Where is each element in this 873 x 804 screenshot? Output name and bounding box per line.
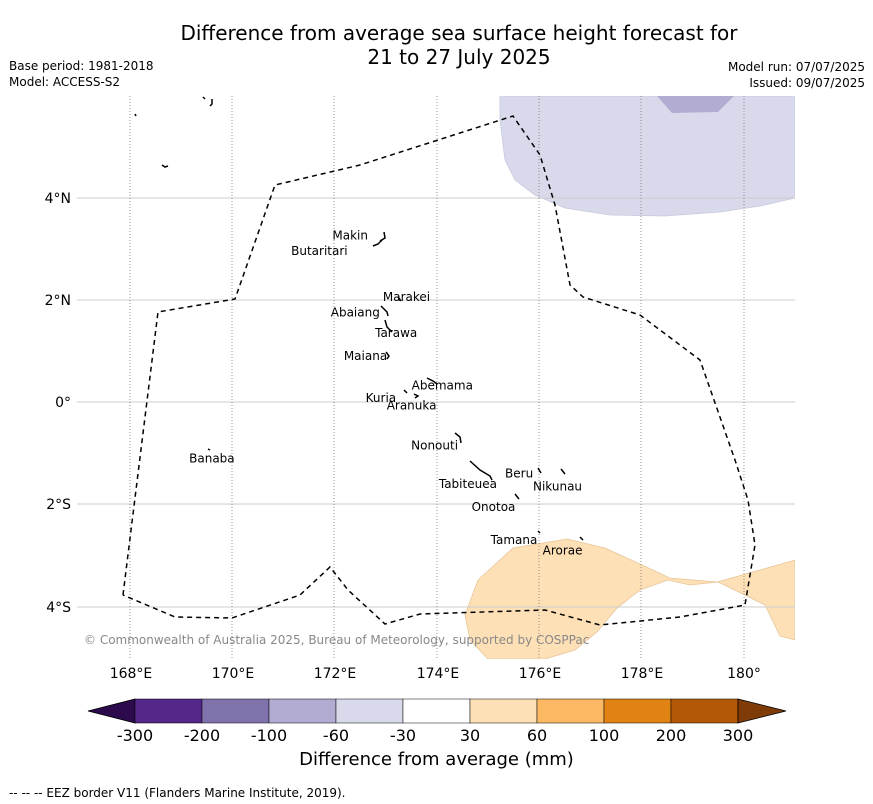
island-nw-c [134,113,137,117]
place-label-makin: Makin [332,229,368,243]
eez-border-gilbert [122,115,756,626]
map-title: Difference from average sea surface heig… [0,21,873,69]
colorbar-bin [603,698,672,724]
colorbar-bin [670,698,739,724]
title-line-2: 21 to 27 July 2025 [367,45,551,69]
island-nonouti [454,432,462,444]
colorbar-tick-label: -300 [117,726,153,745]
colorbar-tick-label: 200 [656,726,687,745]
colorbar-bin [201,698,270,724]
colorbar: -300 -200 -100 -60 -30 30 60 100 200 300 [87,698,787,745]
issued-date: Issued: 09/07/2025 [749,76,865,90]
lon-tick-label: 174°E [417,666,460,682]
lat-tick-label: 4°S [46,600,71,616]
lat-tick-label: 2°N [45,293,71,309]
colorbar-bin [134,698,203,724]
lon-tick-label: 172°E [314,666,357,682]
place-label-maiana: Maiana [344,349,387,363]
negative-anomaly-region [499,96,795,217]
place-label-tarawa: Tarawa [374,326,417,340]
island-tabiteuea [469,460,493,481]
base-period: Base period: 1981-2018 [9,59,154,73]
model-info: Base period: 1981-2018 Model: ACCESS-S2 [9,58,154,90]
place-label-tamana: Tamana [490,533,538,547]
colorbar-tick-label: 300 [723,726,754,745]
place-label-aranuka: Aranuka [387,399,437,413]
colorbar-bin [536,698,605,724]
island-nw-a [202,96,206,100]
place-label-kuria: Kuria [366,391,397,405]
island-arorae [579,536,584,541]
longitude-tick-labels: 168°E 170°E 172°E 174°E 176°E 178°E 180° [110,666,761,682]
positive-anomaly-region [464,538,795,659]
colorbar-bin [335,698,404,724]
place-label-arorae: Arorae [543,544,583,558]
colorbar-label: Difference from average (mm) [299,749,574,770]
colorbar-tick-label: -100 [251,726,287,745]
colorbar-extend-low [87,698,136,724]
longitude-gridlines [129,96,745,659]
colorbar-tick-label: -60 [323,726,349,745]
place-label-onotoa: Onotoa [472,500,516,514]
colorbar-tick-label: -200 [184,726,220,745]
model-name: Model: ACCESS-S2 [9,75,121,89]
lat-tick-label: 4°N [45,191,71,207]
colorbar-bin [469,698,538,724]
lon-tick-label: 170°E [212,666,255,682]
colorbar-tick-label: 100 [589,726,620,745]
lat-tick-label: 0° [55,395,71,411]
colorbar-bin [268,698,337,724]
island-abaiang [380,305,389,317]
place-label-tabiteuea: Tabiteuea [438,477,497,491]
island-marakei [397,296,402,302]
place-label-beru: Beru [505,467,533,481]
island-nw-d [161,164,169,168]
island-abemama [426,377,438,385]
map-plot-area: © Commonwealth of Australia 2025, Bureau… [77,96,795,659]
place-label-nikunau: Nikunau [533,480,582,494]
colorbar-extend-high [737,698,787,724]
negative-anomaly-core [657,96,734,113]
island-nw-b [209,99,213,107]
island-nikunau [560,468,566,475]
lon-tick-label: 180° [727,666,761,682]
copyright-notice: © Commonwealth of Australia 2025, Bureau… [84,633,589,647]
colorbar-tick-label: 60 [527,726,547,745]
eez-footnote: -- -- -- EEZ border V11 (Flanders Marine… [9,786,346,800]
island-butaritari [372,239,383,247]
island-beru [537,467,542,474]
run-info: Model run: 07/07/2025 Issued: 09/07/2025 [728,59,865,91]
place-label-abaiang: Abaiang [331,305,380,319]
island-makin [379,231,386,242]
island-kuria [403,389,408,394]
island-aranuka [413,393,420,399]
place-label-nonouti: Nonouti [411,439,458,453]
latitude-gridlines [77,197,795,608]
island-banaba [207,448,211,451]
lon-tick-label: 168°E [110,666,153,682]
island-onotoa [514,493,520,500]
island-maiana [385,351,390,360]
title-line-1: Difference from average sea surface heig… [180,21,738,45]
place-label-butaritari: Butaritari [291,244,348,258]
colorbar-tick-label: -30 [390,726,416,745]
colorbar-bin [402,698,471,724]
lon-tick-label: 176°E [519,666,562,682]
place-label-banaba: Banaba [189,451,235,465]
island-tarawa [384,319,393,333]
latitude-tick-labels: 4°N 2°N 0° 2°S 4°S [45,191,72,616]
island-tamana [537,530,541,534]
model-run-date: Model run: 07/07/2025 [727,60,865,74]
island-coastlines [134,96,584,541]
place-label-marakei: Marakei [383,290,430,304]
colorbar-tick-label: 30 [460,726,480,745]
place-label-abemama: Abemama [412,379,473,393]
lon-tick-label: 178°E [621,666,664,682]
lat-tick-label: 2°S [46,497,71,513]
